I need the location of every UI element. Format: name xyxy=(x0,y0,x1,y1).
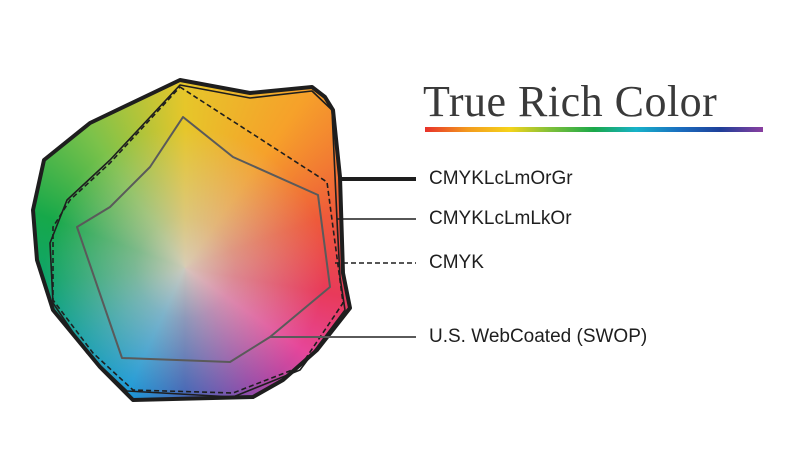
legend-label-cmyk: CMYK xyxy=(429,252,484,273)
gamut-cmyklclmlkor-outline xyxy=(49,84,346,398)
legend-label-cmyklclmlkor: CMYKLcLmLkOr xyxy=(429,208,572,229)
legend-label-cmyklclmorgr: CMYKLcLmOrGr xyxy=(429,168,573,189)
logo-rainbow-bar xyxy=(425,127,763,132)
gamut-swop-outline xyxy=(76,116,331,363)
logo-text: True Rich Color xyxy=(423,77,718,126)
gamut-cmyk-outline xyxy=(52,86,344,394)
legend-label-swop: U.S. WebCoated (SWOP) xyxy=(429,326,648,347)
gamut-cmyklclmorgr-outline xyxy=(31,78,352,402)
